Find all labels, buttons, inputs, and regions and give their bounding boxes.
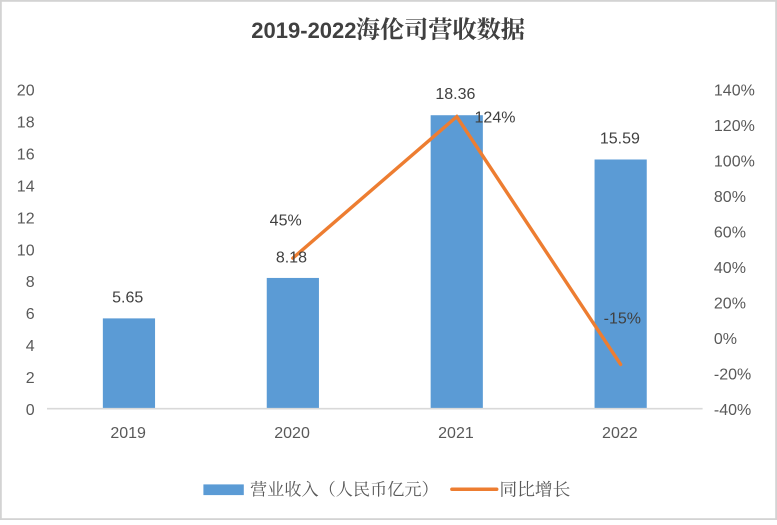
svg-text:10: 10: [17, 242, 35, 259]
svg-text:-15%: -15%: [604, 311, 641, 328]
svg-text:8: 8: [26, 274, 35, 291]
svg-text:2022: 2022: [602, 425, 638, 442]
svg-text:5.65: 5.65: [112, 289, 143, 306]
svg-text:16: 16: [17, 146, 35, 163]
svg-text:20%: 20%: [714, 296, 746, 313]
svg-text:-20%: -20%: [714, 367, 751, 384]
svg-text:18: 18: [17, 114, 35, 131]
svg-text:2019-2022: 2019-2022: [251, 18, 356, 43]
svg-text:4: 4: [26, 338, 35, 355]
svg-text:45%: 45%: [270, 213, 302, 230]
svg-text:80%: 80%: [714, 189, 746, 206]
svg-text:12: 12: [17, 210, 35, 227]
svg-text:6: 6: [26, 306, 35, 323]
svg-text:0%: 0%: [714, 331, 737, 348]
svg-text:0: 0: [26, 402, 35, 419]
svg-text:8.18: 8.18: [276, 249, 307, 266]
svg-text:20: 20: [17, 82, 35, 99]
svg-text:14: 14: [17, 178, 35, 195]
svg-text:140%: 140%: [714, 82, 755, 99]
svg-text:40%: 40%: [714, 260, 746, 277]
svg-text:15.59: 15.59: [600, 131, 640, 148]
svg-text:100%: 100%: [714, 153, 755, 170]
svg-text:120%: 120%: [714, 118, 755, 135]
svg-text:2020: 2020: [274, 425, 310, 442]
svg-text:2019: 2019: [110, 425, 146, 442]
svg-text:60%: 60%: [714, 224, 746, 241]
svg-text:2: 2: [26, 370, 35, 387]
svg-text:124%: 124%: [475, 109, 516, 126]
svg-text:-40%: -40%: [714, 402, 751, 419]
svg-text:18.36: 18.36: [435, 86, 475, 103]
svg-text:2021: 2021: [438, 425, 474, 442]
